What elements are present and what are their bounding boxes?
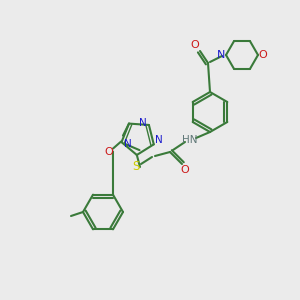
Text: N: N (217, 50, 225, 60)
Text: HN: HN (182, 135, 198, 145)
Text: O: O (190, 40, 200, 50)
Text: O: O (259, 50, 267, 60)
Text: O: O (105, 147, 113, 157)
Text: O: O (181, 165, 189, 175)
Text: S: S (132, 160, 140, 173)
Text: N: N (124, 139, 131, 149)
Text: N: N (139, 118, 147, 128)
Text: N: N (155, 135, 163, 146)
